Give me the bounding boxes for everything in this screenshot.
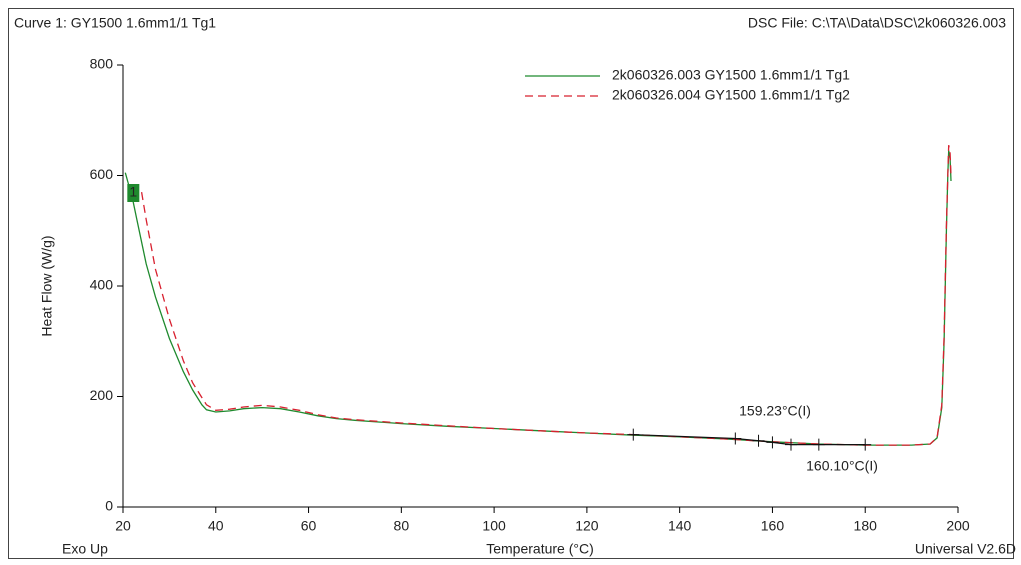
x-tick-label: 40 — [208, 518, 224, 534]
data-line — [124, 150, 952, 446]
x-tick-label: 100 — [482, 518, 506, 534]
curve-label-box — [127, 184, 140, 202]
legend-label: 2k060326.003 GY1500 1.6mm1/1 Tg1 — [612, 67, 850, 83]
data-line — [140, 144, 952, 446]
x-tick-label: 180 — [854, 518, 878, 534]
corner-right: Universal V2.6D — [915, 541, 1016, 557]
x-tick-label: 200 — [946, 518, 970, 534]
curve-label: 1 — [129, 184, 137, 200]
analysis-mark — [729, 432, 742, 445]
x-tick-label: 120 — [575, 518, 599, 534]
x-tick-label: 160 — [761, 518, 785, 534]
frame — [8, 8, 1014, 559]
corner-left: Exo Up — [62, 541, 108, 557]
chart-title: Curve 1: GY1500 1.6mm1/1 Tg1 — [14, 15, 216, 31]
y-axis-label: Heat Flow (W/g) — [39, 235, 55, 336]
x-axis-label: Temperature (°C) — [486, 541, 594, 557]
tangent-line — [633, 434, 866, 446]
x-tick-label: 80 — [394, 518, 410, 534]
analysis-mark — [766, 436, 779, 449]
analysis-mark — [627, 428, 640, 441]
chart-subtitle: DSC File: C:\TA\Data\DSC\2k060326.003 — [748, 15, 1006, 31]
annotation: 160.10°C(I) — [806, 458, 878, 474]
y-tick-label: 0 — [105, 498, 113, 514]
annotation: 159.23°C(I) — [739, 403, 811, 419]
analysis-mark — [859, 438, 872, 451]
y-tick-label: 600 — [90, 166, 114, 182]
y-tick-label: 800 — [90, 56, 114, 72]
x-tick-label: 140 — [668, 518, 692, 534]
y-tick-label: 400 — [90, 277, 114, 293]
legend-label: 2k060326.004 GY1500 1.6mm1/1 Tg2 — [612, 87, 850, 103]
x-tick-label: 60 — [301, 518, 317, 534]
analysis-mark — [785, 438, 797, 451]
y-tick-label: 200 — [90, 387, 114, 403]
analysis-mark — [812, 438, 825, 451]
x-tick-label: 20 — [115, 518, 131, 534]
analysis-mark — [752, 434, 765, 447]
